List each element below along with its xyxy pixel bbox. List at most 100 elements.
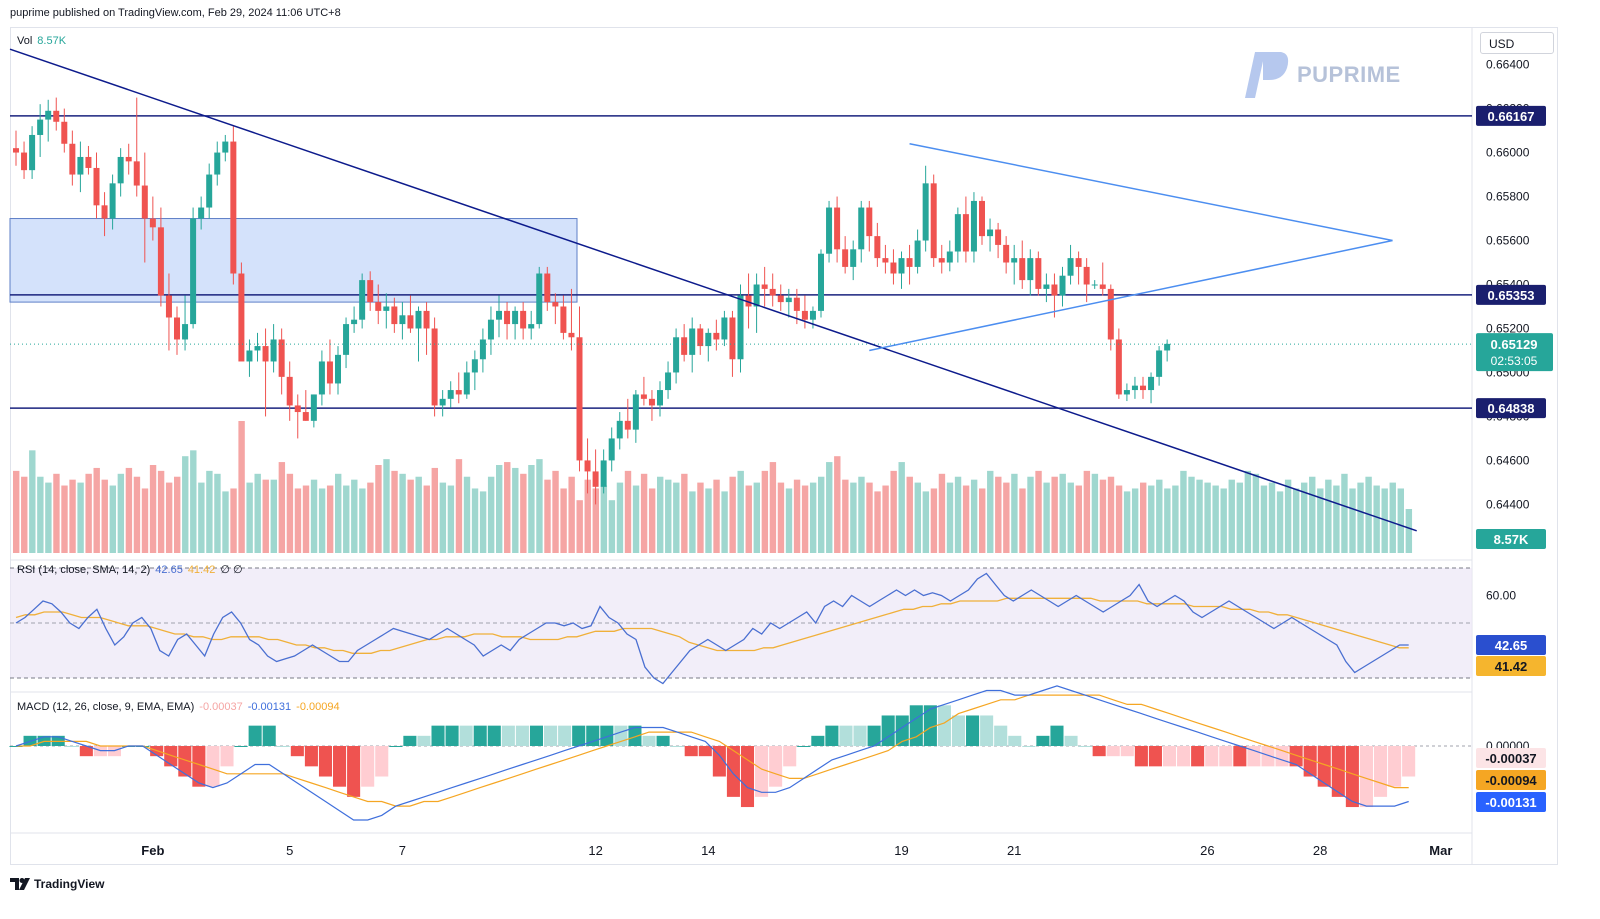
volume-bar xyxy=(1123,491,1131,553)
rsi-ma-badge-bg xyxy=(1476,656,1546,676)
candle-body xyxy=(335,354,341,384)
volume-bar xyxy=(61,485,68,553)
candle-body xyxy=(399,315,406,325)
macd-histogram-bar xyxy=(1162,746,1177,767)
macd-histogram-bar xyxy=(712,746,726,777)
macd-histogram-bar xyxy=(670,746,684,747)
candle-body xyxy=(1019,258,1026,281)
volume-bar xyxy=(29,450,36,553)
candle-body xyxy=(479,339,486,360)
candle-body xyxy=(785,297,792,303)
candle-body xyxy=(496,310,502,320)
rsi-value-badge-bg xyxy=(1476,635,1546,655)
macd-histogram-bar xyxy=(375,746,389,777)
macd-histogram-bar xyxy=(1345,746,1359,808)
volume-bar xyxy=(777,482,785,553)
volume-bar xyxy=(278,462,286,553)
candle-body xyxy=(954,214,961,252)
candle-body xyxy=(962,214,969,252)
candle-body xyxy=(705,332,712,347)
volume-bar xyxy=(318,488,326,553)
current-price-badge-bg xyxy=(1476,333,1553,372)
footer-logo[interactable]: TradingView xyxy=(10,877,104,891)
candle-body xyxy=(632,394,639,430)
macd-histogram-bar xyxy=(755,746,769,797)
triangle-lower-line xyxy=(869,239,1393,352)
volume-bar xyxy=(528,465,535,553)
candle-body xyxy=(1107,288,1114,340)
volume-badge-bg xyxy=(1476,529,1546,549)
macd-histogram-bar xyxy=(515,725,529,746)
volume-bar xyxy=(1156,479,1163,553)
candle-body xyxy=(133,161,140,186)
volume-bar xyxy=(359,488,366,553)
candle-body xyxy=(906,258,913,267)
candle-body xyxy=(938,258,945,263)
rsi-tick-label: 60.00 xyxy=(1486,589,1516,603)
macd-histogram-bar xyxy=(403,735,417,746)
volume-bar xyxy=(584,479,591,553)
volume-bar xyxy=(455,459,463,553)
volume-bar xyxy=(1373,485,1380,553)
macd-label: MACD (12, 26, close, 9, EMA, EMA) -0.0003… xyxy=(17,701,340,713)
volume-bar xyxy=(101,479,108,553)
volume-bar xyxy=(826,462,833,553)
volume-bar xyxy=(987,470,994,553)
volume-bar xyxy=(391,470,398,553)
volume-badge: 8.57K xyxy=(1494,532,1529,547)
date-tick-label: 26 xyxy=(1200,843,1214,858)
candle-body xyxy=(648,398,655,406)
candle-body xyxy=(1075,258,1082,267)
candle-body xyxy=(568,332,575,338)
macd-histogram-bar xyxy=(79,746,93,757)
macd-histogram-bar xyxy=(1303,746,1317,777)
candle-body xyxy=(37,119,44,135)
candle-body xyxy=(190,218,197,325)
candle-body xyxy=(61,121,68,144)
macd-histogram-bar xyxy=(966,715,980,746)
volume-bar xyxy=(125,467,133,553)
macd-histogram-bar xyxy=(544,725,558,746)
currency-selector[interactable]: USD xyxy=(1480,32,1554,54)
candle-body xyxy=(359,280,366,320)
volume-bar xyxy=(1059,473,1066,553)
candle-body xyxy=(423,310,430,329)
candle-body xyxy=(278,339,285,377)
candle-body xyxy=(29,134,36,171)
date-tick-label: 7 xyxy=(399,843,406,858)
volume-bar xyxy=(785,488,793,553)
volume-bar xyxy=(689,491,696,553)
candle-body xyxy=(673,337,680,373)
volume-bar xyxy=(1212,485,1219,553)
volume-bar xyxy=(520,473,527,553)
price-tick-label: 0.65200 xyxy=(1486,321,1530,335)
candle-body xyxy=(697,328,704,347)
price-tick-label: 0.66400 xyxy=(1486,58,1530,72)
candle-body xyxy=(761,284,768,289)
macd-histogram-bar xyxy=(909,705,923,746)
volume-bar xyxy=(214,473,221,553)
candle-body xyxy=(914,240,921,267)
candle-body xyxy=(1011,258,1018,263)
date-tick-label: 5 xyxy=(286,843,293,858)
candle-body xyxy=(182,324,189,340)
candle-body xyxy=(987,229,994,237)
candle-body xyxy=(391,306,398,325)
candle-body xyxy=(536,273,543,325)
volume-bar xyxy=(753,482,760,553)
volume-bar xyxy=(37,476,44,553)
level-price-badge-bg xyxy=(1476,105,1546,126)
candle-body xyxy=(681,337,688,355)
volume-bar xyxy=(890,470,897,553)
volume-bar xyxy=(705,488,712,553)
macd-histogram-bar xyxy=(839,725,853,746)
volume-bar xyxy=(1115,485,1123,553)
macd-histogram-bar xyxy=(445,725,459,746)
candle-body xyxy=(1115,339,1122,395)
volume-bar xyxy=(1405,509,1413,553)
volume-bar xyxy=(793,479,801,553)
volume-bar xyxy=(648,488,656,553)
date-tick-label: 12 xyxy=(588,843,602,858)
macd-histogram-bar xyxy=(1289,746,1303,767)
